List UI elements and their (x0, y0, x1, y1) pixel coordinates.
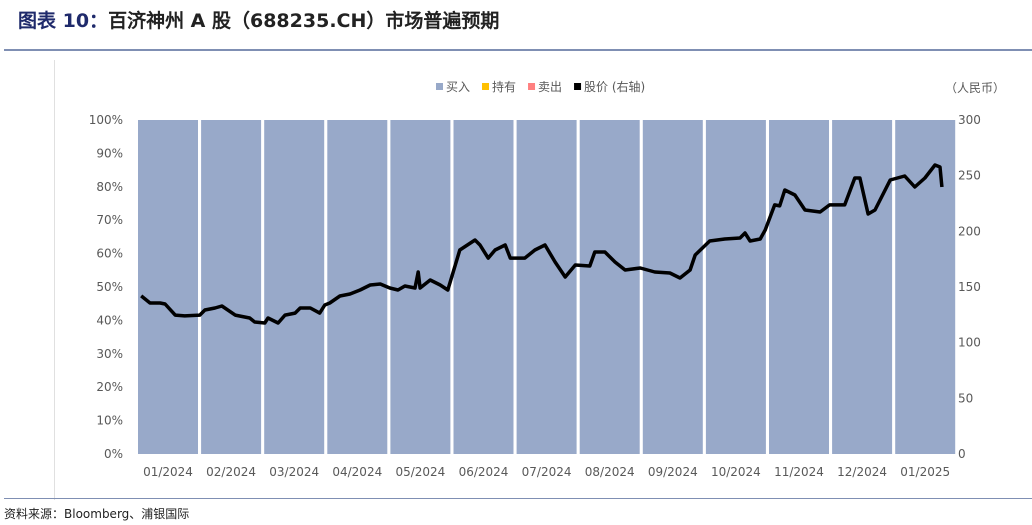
right-tick-label: 100 (958, 336, 981, 350)
left-tick-label: 60% (96, 247, 123, 261)
left-tick-label: 100% (89, 113, 123, 127)
legend-swatch (528, 83, 536, 90)
left-tick-label: 40% (96, 313, 123, 327)
x-tick-label: 01/2025 (900, 465, 950, 479)
x-tick-label: 01/2024 (143, 465, 193, 479)
x-tick-label: 11/2024 (774, 465, 824, 479)
legend-swatch (436, 83, 443, 90)
bar-买入 (705, 120, 766, 454)
bar-买入 (895, 120, 956, 454)
divider (54, 60, 55, 500)
bar-买入 (453, 120, 514, 454)
right-tick-label: 300 (958, 113, 981, 127)
left-tick-label: 90% (96, 146, 123, 160)
right-tick-label: 250 (958, 169, 981, 183)
left-tick-label: 50% (96, 280, 123, 294)
left-tick-label: 80% (96, 180, 123, 194)
right-axis-label: （人民币） (945, 81, 1005, 95)
legend-label: 股价 (右轴) (584, 79, 645, 94)
bar-买入 (642, 120, 703, 454)
x-tick-label: 03/2024 (269, 465, 319, 479)
x-tick-label: 09/2024 (648, 465, 698, 479)
left-tick-label: 20% (96, 380, 123, 394)
x-tick-label: 05/2024 (395, 465, 445, 479)
legend-label: 持有 (492, 79, 516, 94)
bar-买入 (516, 120, 577, 454)
x-tick-label: 06/2024 (459, 465, 509, 479)
bar-买入 (327, 120, 388, 454)
title-rule (4, 49, 1032, 51)
bar-买入 (579, 120, 640, 454)
left-tick-label: 70% (96, 213, 123, 227)
chart: 01/2024 02/2024 03/2024 04/2024 05/2024 06/20… (89, 79, 1005, 479)
price-line (140, 163, 944, 325)
x-tick-label: 07/2024 (522, 465, 572, 479)
chart-title: 图表 10：百济神州 A 股（688235.CH）市场普遍预期 (18, 10, 500, 32)
right-tick-label: 50 (958, 391, 973, 405)
legend-label: 卖出 (538, 80, 562, 94)
right-tick-label: 0 (958, 447, 966, 461)
x-tick-label: 08/2024 (585, 465, 635, 479)
left-tick-label: 10% (96, 414, 123, 428)
x-tick-label: 02/2024 (206, 465, 256, 479)
x-tick-label: 04/2024 (332, 465, 382, 479)
right-tick-label: 150 (958, 280, 981, 294)
bar-买入 (138, 120, 198, 454)
left-tick-label: 30% (96, 347, 123, 361)
x-tick-label: 12/2024 (837, 465, 887, 479)
left-tick-label: 0% (104, 447, 123, 461)
bar-买入 (264, 120, 325, 454)
bar-买入 (832, 120, 893, 454)
right-tick-label: 200 (958, 224, 981, 238)
legend-swatch (482, 83, 490, 90)
legend-label: 买入 (446, 80, 470, 94)
bar-买入 (201, 120, 262, 454)
x-tick-label: 10/2024 (711, 465, 761, 479)
legend-swatch (574, 83, 582, 90)
bar-买入 (769, 120, 829, 454)
source-note: 资料来源：Bloomberg、浦银国际 (4, 498, 1032, 522)
